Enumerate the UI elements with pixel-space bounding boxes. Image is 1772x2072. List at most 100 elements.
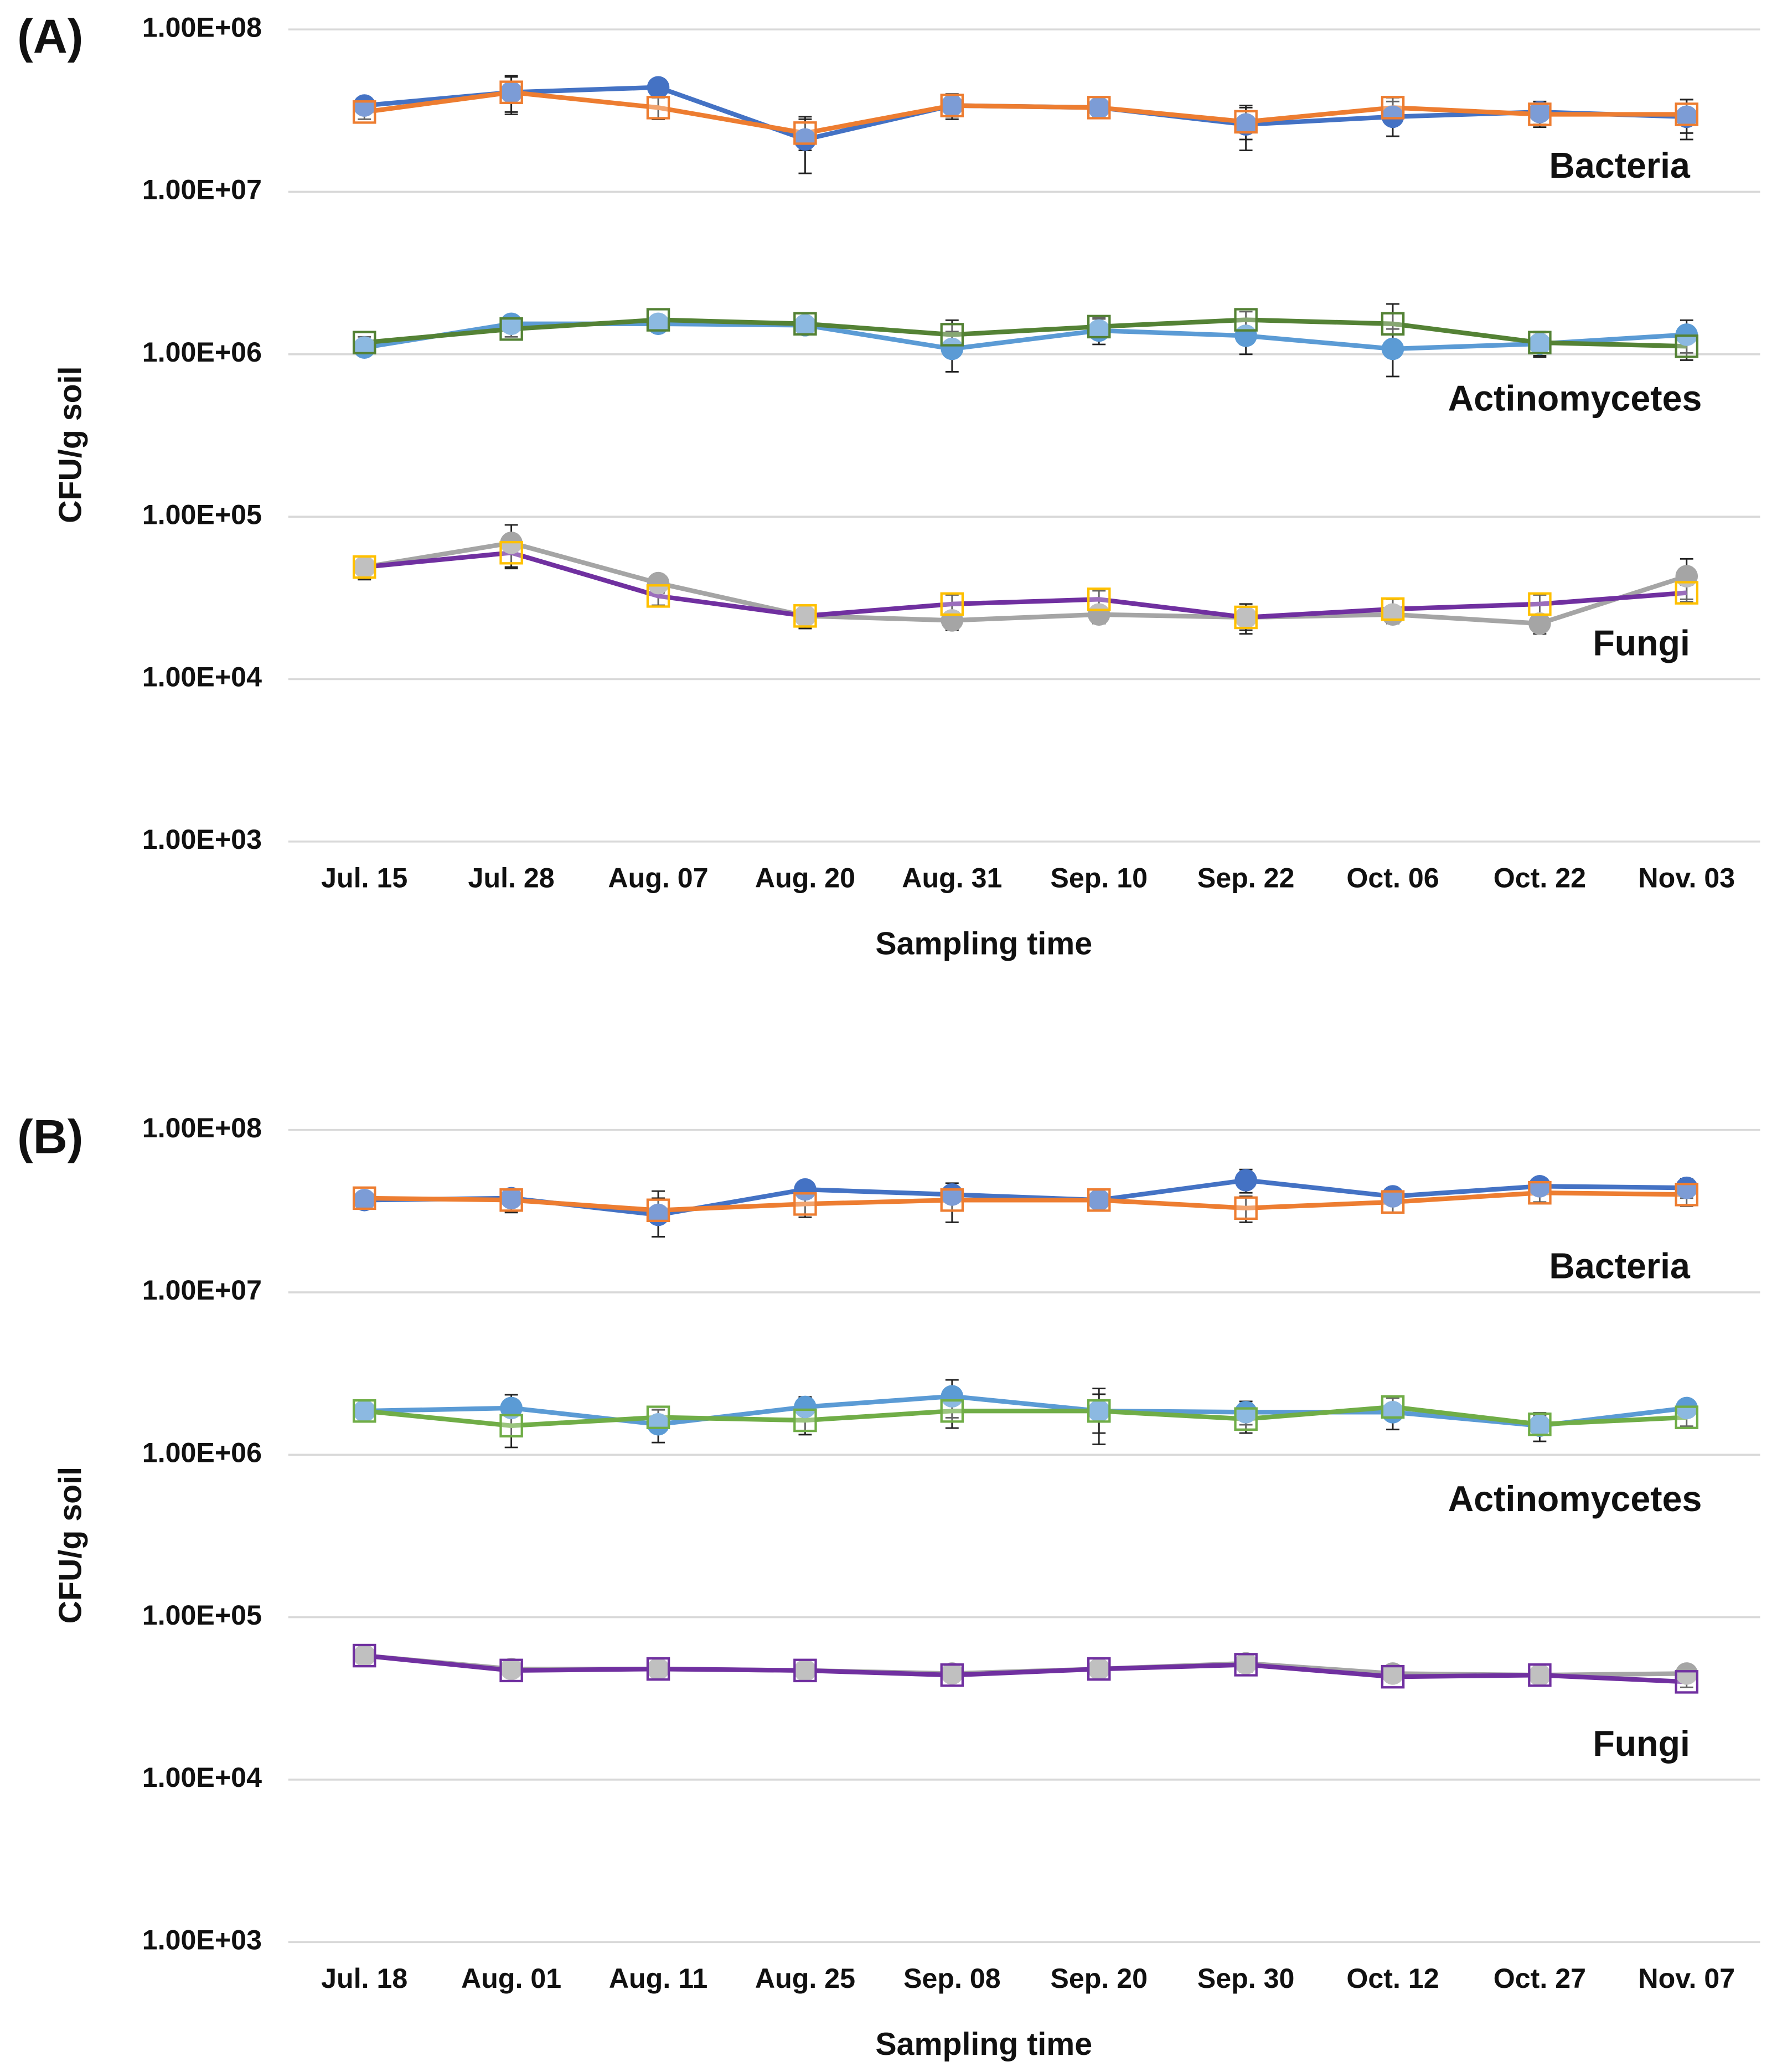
marker xyxy=(1087,1657,1111,1681)
marker xyxy=(499,80,523,104)
marker xyxy=(1234,308,1258,332)
marker xyxy=(352,331,376,354)
marker xyxy=(1675,102,1699,126)
marker xyxy=(1675,1176,1698,1199)
marker xyxy=(1234,110,1258,134)
marker xyxy=(1528,1663,1552,1687)
series-line xyxy=(364,540,1688,626)
series-line xyxy=(364,1653,1687,1684)
marker xyxy=(793,604,817,628)
marker xyxy=(1528,1175,1551,1198)
x-tick-label: Sep. 08 xyxy=(903,1963,1001,1994)
marker xyxy=(940,94,964,117)
y-tick-label: 1.00E+08 xyxy=(142,1112,262,1143)
marker xyxy=(1675,1396,1698,1420)
annotation: Bacteria xyxy=(1549,1246,1691,1286)
marker xyxy=(647,76,670,99)
marker xyxy=(646,308,670,332)
marker xyxy=(500,1657,523,1681)
x-tick-label: Nov. 03 xyxy=(1638,862,1735,893)
x-tick-label: Aug. 31 xyxy=(902,862,1002,893)
marker xyxy=(1087,1188,1110,1212)
marker xyxy=(1087,96,1111,120)
x-tick-label: Aug. 01 xyxy=(461,1963,561,1994)
marker xyxy=(1381,1190,1405,1214)
marker xyxy=(1675,1662,1698,1685)
annotation: Actinomycetes xyxy=(1448,378,1702,418)
marker xyxy=(647,1657,670,1681)
marker xyxy=(1381,1395,1405,1419)
marker xyxy=(353,555,376,579)
x-tick-label: Aug. 25 xyxy=(755,1963,855,1994)
marker xyxy=(647,571,670,595)
marker xyxy=(646,1198,670,1223)
marker xyxy=(940,1188,964,1212)
y-tick-label: 1.00E+03 xyxy=(142,1925,262,1956)
marker xyxy=(1381,597,1405,621)
marker xyxy=(1087,96,1110,119)
y-tick-label: 1.00E+06 xyxy=(142,337,262,368)
annotation: Actinomycetes xyxy=(1448,1479,1702,1519)
marker xyxy=(499,1658,523,1683)
marker xyxy=(1675,334,1699,358)
marker xyxy=(941,1385,964,1408)
y-tick-label: 1.00E+04 xyxy=(142,662,262,693)
y-tick-label: 1.00E+07 xyxy=(142,174,262,205)
marker xyxy=(646,1405,670,1429)
marker xyxy=(1528,592,1552,616)
series-line xyxy=(364,550,1687,620)
series-line xyxy=(364,1190,1687,1213)
annotation: Bacteria xyxy=(1549,146,1691,185)
marker xyxy=(500,1187,523,1210)
marker xyxy=(1234,1407,1258,1431)
marker xyxy=(1234,1196,1258,1220)
x-tick-label: Oct. 22 xyxy=(1494,862,1586,893)
marker xyxy=(1528,1663,1551,1687)
x-axis-title: Sampling time xyxy=(875,2027,1092,2062)
marker xyxy=(1234,1169,1257,1192)
panel-label: (A) xyxy=(17,10,83,63)
x-tick-label: Jul. 28 xyxy=(468,862,555,893)
marker xyxy=(499,540,523,565)
marker xyxy=(1087,1399,1110,1422)
marker xyxy=(1528,612,1551,635)
x-tick-label: Jul. 15 xyxy=(321,862,407,893)
marker xyxy=(352,1399,376,1423)
marker xyxy=(794,128,817,151)
marker xyxy=(1675,105,1698,128)
annotation: Fungi xyxy=(1593,623,1690,663)
marker xyxy=(646,584,670,608)
marker xyxy=(1087,315,1111,339)
marker xyxy=(1087,1399,1111,1423)
marker xyxy=(793,1658,817,1683)
marker xyxy=(1234,606,1257,629)
marker xyxy=(1087,1188,1111,1212)
x-tick-label: Aug. 11 xyxy=(609,1963,707,1994)
marker xyxy=(940,1399,964,1423)
marker xyxy=(1528,102,1552,126)
marker xyxy=(1675,1183,1699,1207)
marker xyxy=(647,1413,670,1436)
marker xyxy=(1381,337,1404,360)
marker xyxy=(353,1399,376,1422)
marker xyxy=(1675,581,1699,605)
marker xyxy=(794,605,817,627)
x-tick-label: Aug. 07 xyxy=(608,862,708,893)
marker xyxy=(1234,1401,1257,1424)
marker xyxy=(353,1188,376,1212)
marker xyxy=(499,1414,523,1438)
marker xyxy=(793,312,817,336)
x-tick-label: Oct. 06 xyxy=(1346,862,1439,893)
marker xyxy=(1381,312,1405,336)
x-tick-label: Oct. 12 xyxy=(1346,1963,1439,1994)
marker xyxy=(1381,1664,1405,1689)
x-tick-label: Sep. 20 xyxy=(1050,1963,1148,1994)
marker xyxy=(500,1396,523,1420)
marker xyxy=(1528,1413,1552,1436)
y-tick-label: 1.00E+05 xyxy=(142,1600,262,1631)
y-tick-label: 1.00E+06 xyxy=(142,1437,262,1468)
marker xyxy=(1234,113,1257,136)
y-tick-label: 1.00E+07 xyxy=(142,1275,262,1306)
marker xyxy=(1528,332,1551,355)
marker xyxy=(352,1643,376,1668)
